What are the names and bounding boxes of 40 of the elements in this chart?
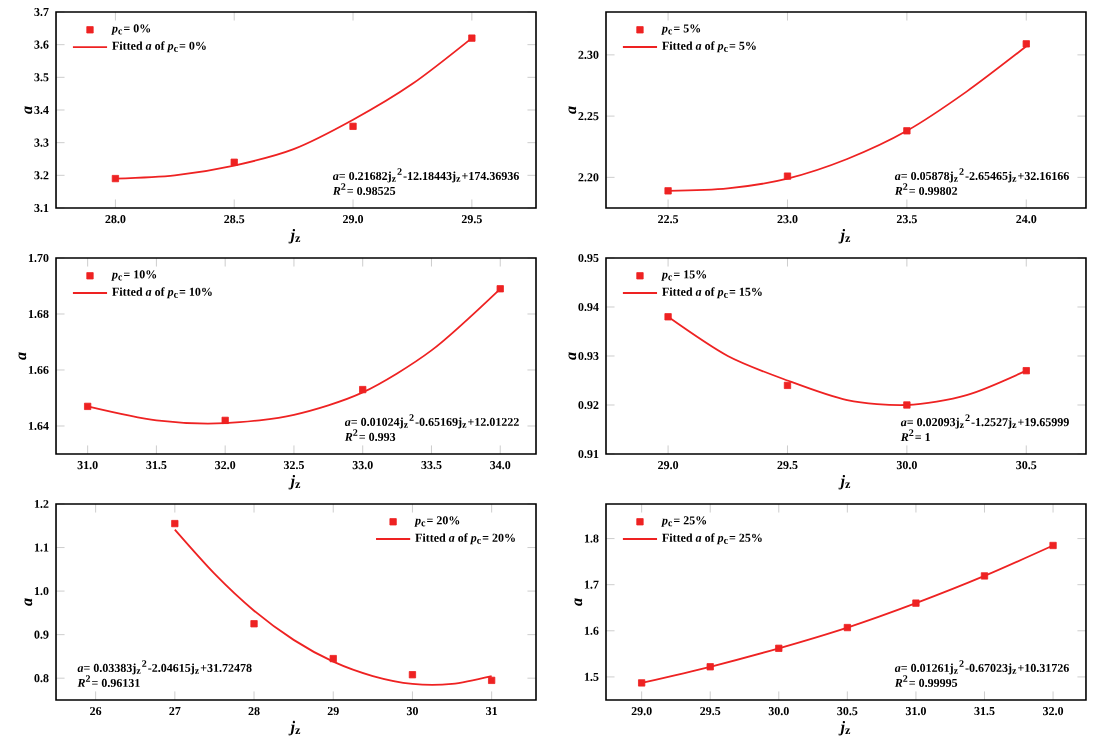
point <box>329 654 337 663</box>
point <box>783 381 792 389</box>
x-axis-title: j$_{z}$ <box>838 228 851 244</box>
point <box>84 402 92 410</box>
point <box>638 679 646 687</box>
point <box>664 313 672 321</box>
point <box>111 174 120 183</box>
point <box>775 644 783 652</box>
y-axis-title: a <box>568 106 577 114</box>
y-axis-title: a <box>24 598 33 606</box>
point <box>171 519 179 528</box>
point <box>1022 40 1030 48</box>
point <box>468 34 476 42</box>
point <box>1022 367 1030 375</box>
point <box>221 416 229 424</box>
y-axis-title: a <box>568 352 577 360</box>
x-axis-title: j$_{z}$ <box>288 474 301 490</box>
x-axis-title: j$_{z}$ <box>838 474 851 490</box>
y-axis-title: a <box>18 352 27 360</box>
point <box>488 676 496 684</box>
point <box>496 285 504 293</box>
point <box>250 620 258 628</box>
point <box>980 572 989 580</box>
point <box>664 187 672 195</box>
x-axis-title: j$_{z}$ <box>288 720 301 736</box>
point <box>230 158 238 166</box>
point <box>408 671 417 679</box>
point <box>349 122 357 130</box>
point <box>706 663 714 671</box>
point <box>1049 541 1057 550</box>
y-axis-title: a <box>574 598 583 606</box>
x-axis-title: j$_{z}$ <box>288 228 301 244</box>
point <box>903 127 911 135</box>
y-axis-title: a <box>24 106 33 114</box>
point <box>903 401 911 409</box>
x-axis-title: j$_{z}$ <box>838 720 851 736</box>
point <box>359 385 367 394</box>
point <box>912 599 920 607</box>
point <box>783 172 792 180</box>
point <box>843 623 851 632</box>
